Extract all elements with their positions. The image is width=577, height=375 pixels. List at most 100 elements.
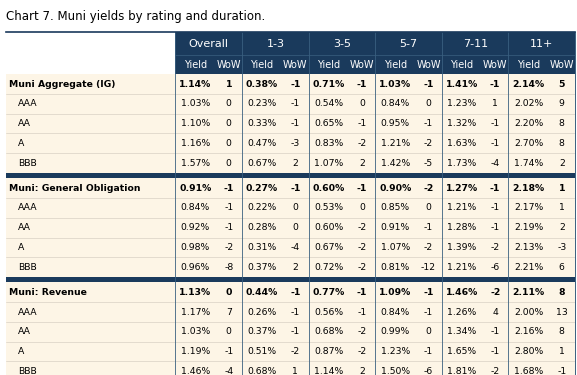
Text: 0.84%: 0.84% bbox=[381, 99, 410, 108]
Text: WoW: WoW bbox=[549, 60, 574, 70]
Text: 0: 0 bbox=[426, 204, 432, 213]
Text: -3: -3 bbox=[291, 139, 300, 148]
Text: 8: 8 bbox=[559, 288, 565, 297]
Bar bbox=[175, 32, 575, 56]
Text: 0: 0 bbox=[226, 327, 231, 336]
Text: -3: -3 bbox=[557, 243, 567, 252]
Text: 0.98%: 0.98% bbox=[181, 243, 210, 252]
Text: -4: -4 bbox=[291, 243, 300, 252]
Text: 5-7: 5-7 bbox=[399, 39, 418, 49]
Text: 2.70%: 2.70% bbox=[514, 139, 543, 148]
Text: -1: -1 bbox=[490, 80, 500, 88]
Text: Yield: Yield bbox=[384, 60, 407, 70]
Text: 2: 2 bbox=[359, 367, 365, 375]
Text: BBB: BBB bbox=[18, 159, 37, 168]
Text: -2: -2 bbox=[490, 243, 500, 252]
Text: -1: -1 bbox=[490, 327, 500, 336]
Text: -2: -2 bbox=[357, 262, 366, 272]
Text: -1: -1 bbox=[291, 119, 300, 128]
Text: 1.21%: 1.21% bbox=[381, 139, 410, 148]
Text: 0.37%: 0.37% bbox=[248, 327, 276, 336]
Text: 0.85%: 0.85% bbox=[381, 204, 410, 213]
Text: 1.14%: 1.14% bbox=[314, 367, 343, 375]
Text: 0.92%: 0.92% bbox=[181, 223, 210, 232]
Text: 2: 2 bbox=[559, 159, 565, 168]
Text: WoW: WoW bbox=[350, 60, 374, 70]
Bar bbox=[6, 257, 575, 277]
Text: -2: -2 bbox=[357, 139, 366, 148]
Text: 2.02%: 2.02% bbox=[514, 99, 543, 108]
Text: 1.63%: 1.63% bbox=[447, 139, 477, 148]
Text: 1.17%: 1.17% bbox=[181, 308, 210, 316]
Text: -2: -2 bbox=[357, 243, 366, 252]
Bar bbox=[6, 322, 575, 342]
Text: 1.21%: 1.21% bbox=[447, 204, 477, 213]
Text: 2.21%: 2.21% bbox=[514, 262, 543, 272]
Text: 0.23%: 0.23% bbox=[248, 99, 276, 108]
Text: 2.00%: 2.00% bbox=[514, 308, 543, 316]
Text: 0.28%: 0.28% bbox=[248, 223, 276, 232]
Text: 8: 8 bbox=[559, 139, 565, 148]
Text: -6: -6 bbox=[490, 262, 500, 272]
Text: Yield: Yield bbox=[517, 60, 540, 70]
Text: -2: -2 bbox=[357, 347, 366, 356]
Text: 1.03%: 1.03% bbox=[181, 327, 210, 336]
Text: 1.81%: 1.81% bbox=[447, 367, 477, 375]
Text: 0.60%: 0.60% bbox=[313, 184, 344, 193]
Text: -1: -1 bbox=[424, 347, 433, 356]
Text: -1: -1 bbox=[224, 204, 233, 213]
Text: 0.31%: 0.31% bbox=[248, 243, 276, 252]
Text: -5: -5 bbox=[424, 159, 433, 168]
Text: 1.74%: 1.74% bbox=[514, 159, 543, 168]
Text: -4: -4 bbox=[490, 159, 500, 168]
Bar bbox=[6, 153, 575, 173]
Text: 2.13%: 2.13% bbox=[514, 243, 543, 252]
Text: 0.67%: 0.67% bbox=[248, 159, 276, 168]
Text: AAA: AAA bbox=[18, 204, 38, 213]
Text: 0.67%: 0.67% bbox=[314, 243, 343, 252]
Text: 1: 1 bbox=[559, 204, 565, 213]
Text: 1.50%: 1.50% bbox=[381, 367, 410, 375]
Text: 0.90%: 0.90% bbox=[379, 184, 411, 193]
Text: 1.73%: 1.73% bbox=[447, 159, 477, 168]
Text: 0.95%: 0.95% bbox=[381, 119, 410, 128]
Text: -1: -1 bbox=[357, 184, 367, 193]
Text: 1: 1 bbox=[559, 347, 565, 356]
Text: 1.23%: 1.23% bbox=[447, 99, 477, 108]
Text: 0: 0 bbox=[226, 99, 231, 108]
Text: Yield: Yield bbox=[250, 60, 273, 70]
Text: -2: -2 bbox=[490, 367, 500, 375]
Bar bbox=[6, 362, 575, 375]
Text: 2.18%: 2.18% bbox=[512, 184, 545, 193]
Text: 0.53%: 0.53% bbox=[314, 204, 343, 213]
Text: 1.57%: 1.57% bbox=[181, 159, 210, 168]
Text: AAA: AAA bbox=[18, 308, 38, 316]
Text: 0: 0 bbox=[426, 327, 432, 336]
Text: 1: 1 bbox=[492, 99, 498, 108]
Text: -1: -1 bbox=[291, 308, 300, 316]
Text: 2.80%: 2.80% bbox=[514, 347, 543, 356]
Text: 0.54%: 0.54% bbox=[314, 99, 343, 108]
Text: 5: 5 bbox=[559, 80, 565, 88]
Text: AA: AA bbox=[18, 119, 31, 128]
Text: 3-5: 3-5 bbox=[333, 39, 351, 49]
Text: 1.14%: 1.14% bbox=[179, 80, 212, 88]
Bar bbox=[6, 218, 575, 238]
Bar bbox=[6, 114, 575, 134]
Text: 1: 1 bbox=[293, 367, 298, 375]
Text: -1: -1 bbox=[424, 119, 433, 128]
Text: 8: 8 bbox=[559, 327, 565, 336]
Text: Yield: Yield bbox=[317, 60, 340, 70]
Bar bbox=[6, 302, 575, 322]
Text: Overall: Overall bbox=[189, 39, 228, 49]
Text: 0.84%: 0.84% bbox=[381, 308, 410, 316]
Text: 2: 2 bbox=[359, 159, 365, 168]
Text: WoW: WoW bbox=[416, 60, 441, 70]
Text: 1.19%: 1.19% bbox=[181, 347, 210, 356]
Text: -1: -1 bbox=[290, 288, 301, 297]
Text: 2.19%: 2.19% bbox=[514, 223, 543, 232]
Text: 0.65%: 0.65% bbox=[314, 119, 343, 128]
Text: Chart 7. Muni yields by rating and duration.: Chart 7. Muni yields by rating and durat… bbox=[6, 10, 265, 23]
Text: BBB: BBB bbox=[18, 367, 37, 375]
Text: -8: -8 bbox=[224, 262, 233, 272]
